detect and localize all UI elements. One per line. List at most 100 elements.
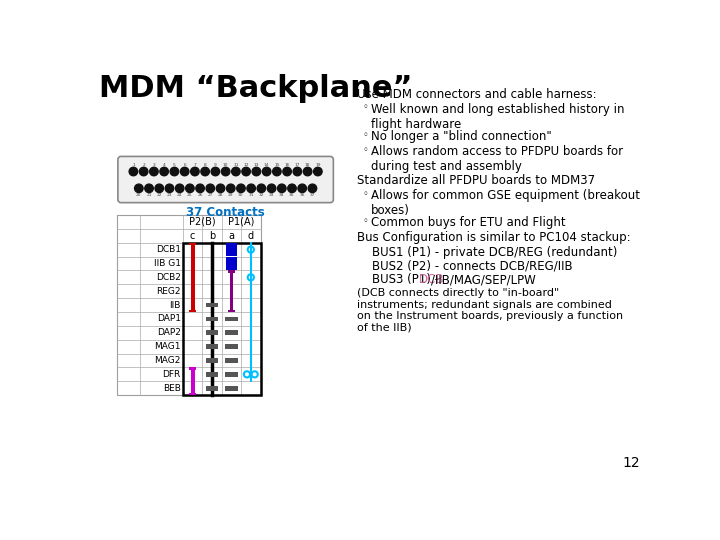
- Text: 32: 32: [258, 193, 264, 197]
- Circle shape: [206, 184, 215, 193]
- Circle shape: [145, 184, 153, 193]
- Text: DAP1: DAP1: [157, 314, 181, 323]
- Circle shape: [262, 167, 271, 176]
- Text: 27: 27: [207, 193, 213, 197]
- Circle shape: [247, 184, 256, 193]
- Text: 9: 9: [214, 163, 217, 166]
- Text: Well known and long established history in
flight hardware: Well known and long established history …: [372, 103, 625, 131]
- Circle shape: [267, 184, 276, 193]
- Bar: [191, 367, 194, 395]
- Bar: [206, 303, 218, 307]
- Bar: [189, 242, 196, 245]
- Circle shape: [216, 184, 225, 193]
- Bar: [226, 257, 237, 269]
- Text: 10: 10: [223, 163, 228, 166]
- Bar: [206, 372, 218, 377]
- Text: 2: 2: [143, 163, 145, 166]
- Text: 35: 35: [289, 193, 294, 197]
- Circle shape: [298, 184, 307, 193]
- Text: 37: 37: [310, 193, 315, 197]
- Text: b: b: [209, 231, 215, 241]
- Text: 36: 36: [300, 193, 305, 197]
- Text: 28: 28: [217, 193, 223, 197]
- Bar: [225, 372, 238, 377]
- Circle shape: [160, 167, 168, 176]
- Text: 19: 19: [315, 163, 320, 166]
- Text: REG2: REG2: [156, 287, 181, 296]
- Text: 33: 33: [269, 193, 274, 197]
- Circle shape: [181, 167, 189, 176]
- Text: ◦: ◦: [362, 145, 368, 155]
- FancyBboxPatch shape: [118, 157, 333, 202]
- Text: 26: 26: [197, 193, 203, 197]
- Text: 21: 21: [146, 193, 152, 197]
- Bar: [191, 242, 194, 312]
- Circle shape: [288, 184, 296, 193]
- Circle shape: [211, 167, 220, 176]
- Text: 23: 23: [167, 193, 172, 197]
- Text: ◦: ◦: [362, 217, 368, 226]
- Bar: [189, 393, 196, 395]
- Circle shape: [135, 184, 143, 193]
- Text: Common buys for ETU and Flight: Common buys for ETU and Flight: [372, 217, 566, 230]
- Text: 5: 5: [173, 163, 176, 166]
- Bar: [226, 244, 237, 256]
- Text: P1(A): P1(A): [228, 217, 254, 227]
- Text: DAP2: DAP2: [157, 328, 181, 338]
- Circle shape: [232, 167, 240, 176]
- Bar: [206, 330, 218, 335]
- Text: Use MDM connectors and cable harness:: Use MDM connectors and cable harness:: [357, 88, 597, 101]
- Circle shape: [277, 184, 286, 193]
- Circle shape: [242, 167, 251, 176]
- Text: IIB: IIB: [169, 301, 181, 309]
- Text: 30: 30: [238, 193, 243, 197]
- Circle shape: [155, 184, 163, 193]
- Text: DFR: DFR: [163, 370, 181, 379]
- Circle shape: [150, 167, 158, 176]
- Text: /IIB/MAG/SEP/LPW: /IIB/MAG/SEP/LPW: [431, 273, 536, 286]
- Bar: [225, 358, 238, 363]
- Text: DCB1: DCB1: [156, 245, 181, 254]
- Bar: [206, 316, 218, 321]
- Text: P2(B): P2(B): [189, 217, 216, 227]
- Circle shape: [293, 167, 302, 176]
- Text: 17: 17: [294, 163, 300, 166]
- Circle shape: [257, 184, 266, 193]
- Circle shape: [176, 184, 184, 193]
- Bar: [189, 309, 196, 312]
- Bar: [228, 271, 235, 273]
- Circle shape: [129, 167, 138, 176]
- Circle shape: [165, 184, 174, 193]
- Text: c: c: [190, 231, 195, 241]
- Text: 13: 13: [253, 163, 259, 166]
- Bar: [206, 345, 218, 349]
- Circle shape: [308, 184, 317, 193]
- Text: MAG1: MAG1: [154, 342, 181, 351]
- Bar: [230, 271, 233, 312]
- Text: 34: 34: [279, 193, 284, 197]
- Text: 25: 25: [187, 193, 193, 197]
- Text: IIB G1: IIB G1: [153, 259, 181, 268]
- Circle shape: [273, 167, 281, 176]
- Text: ◦: ◦: [362, 103, 368, 112]
- Text: DCB: DCB: [419, 273, 445, 286]
- Text: 14: 14: [264, 163, 269, 166]
- Text: MAG2: MAG2: [154, 356, 181, 365]
- Text: a: a: [228, 231, 235, 241]
- Text: 1: 1: [132, 163, 135, 166]
- Bar: [225, 386, 238, 390]
- Circle shape: [186, 184, 194, 193]
- Text: Allows for common GSE equipment (breakout
boxes): Allows for common GSE equipment (breakou…: [372, 189, 640, 217]
- Text: 16: 16: [284, 163, 290, 166]
- Text: BUS1 (P1) - private DCB/REG (redundant): BUS1 (P1) - private DCB/REG (redundant): [357, 246, 618, 259]
- Circle shape: [283, 167, 292, 176]
- Text: BUS2 (P2) - connects DCB/REG/IIB: BUS2 (P2) - connects DCB/REG/IIB: [357, 260, 573, 273]
- Circle shape: [237, 184, 246, 193]
- Circle shape: [314, 167, 322, 176]
- Text: ◦: ◦: [362, 130, 368, 140]
- Text: 37 Contacts: 37 Contacts: [186, 206, 265, 219]
- Text: 3: 3: [153, 163, 156, 166]
- Text: 8: 8: [204, 163, 207, 166]
- Bar: [117, 215, 261, 395]
- Text: BEB: BEB: [163, 384, 181, 393]
